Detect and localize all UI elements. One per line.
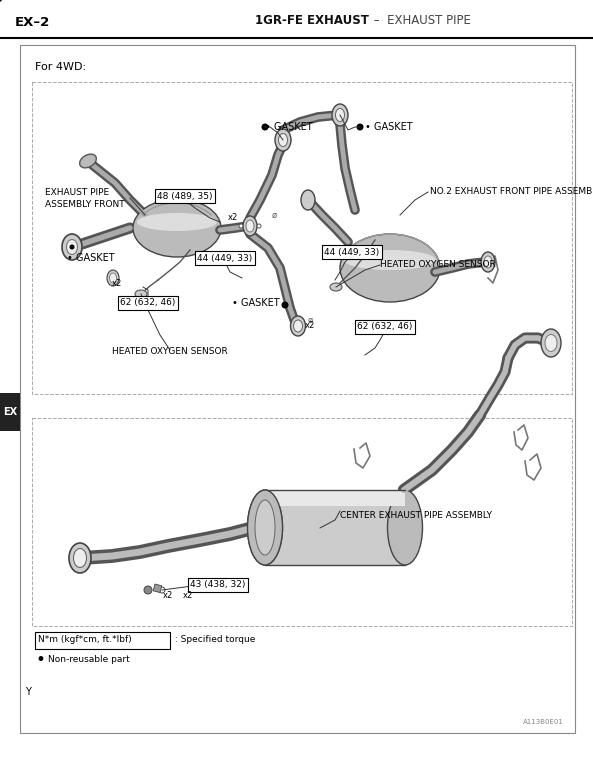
Ellipse shape xyxy=(294,320,302,332)
Text: x2: x2 xyxy=(163,591,173,600)
Ellipse shape xyxy=(330,283,342,291)
Ellipse shape xyxy=(74,548,87,568)
Ellipse shape xyxy=(66,239,78,255)
Ellipse shape xyxy=(69,543,91,573)
Text: x2: x2 xyxy=(305,321,315,330)
Bar xyxy=(0,393,20,431)
Ellipse shape xyxy=(262,123,269,130)
Ellipse shape xyxy=(275,129,291,151)
Text: NO.2 EXHAUST FRONT PIPE ASSEMBLY: NO.2 EXHAUST FRONT PIPE ASSEMBLY xyxy=(430,187,593,196)
Ellipse shape xyxy=(62,234,82,260)
Bar xyxy=(153,584,162,593)
Bar xyxy=(32,82,572,394)
Ellipse shape xyxy=(279,133,288,146)
Text: 62 (632, 46): 62 (632, 46) xyxy=(120,298,176,308)
Ellipse shape xyxy=(239,224,243,228)
Bar xyxy=(20,45,575,733)
Ellipse shape xyxy=(159,587,165,593)
Text: • GASKET: • GASKET xyxy=(232,298,280,308)
Ellipse shape xyxy=(545,334,557,351)
Text: For 4WD:: For 4WD: xyxy=(35,62,86,72)
Text: Y: Y xyxy=(25,687,31,697)
Ellipse shape xyxy=(484,256,492,268)
Text: x2: x2 xyxy=(228,213,238,222)
Ellipse shape xyxy=(356,123,364,130)
Text: A113B0E01: A113B0E01 xyxy=(523,719,564,725)
Text: HEATED OXYGEN SENSOR: HEATED OXYGEN SENSOR xyxy=(380,260,496,269)
Text: –  EXHAUST PIPE: – EXHAUST PIPE xyxy=(370,15,471,28)
Ellipse shape xyxy=(79,154,96,168)
Text: : Specified torque: : Specified torque xyxy=(172,636,256,644)
Text: Non-reusable part: Non-reusable part xyxy=(48,656,130,664)
Text: EX: EX xyxy=(3,407,17,417)
Text: 48 (489, 35): 48 (489, 35) xyxy=(157,192,213,200)
Text: 43 (438, 32): 43 (438, 32) xyxy=(190,581,246,590)
Text: • GASKET: • GASKET xyxy=(365,122,413,132)
Bar xyxy=(265,490,405,506)
Text: EX–2: EX–2 xyxy=(15,15,50,28)
Bar xyxy=(265,490,405,565)
Text: EXHAUST PIPE
ASSEMBLY FRONT: EXHAUST PIPE ASSEMBLY FRONT xyxy=(45,188,125,209)
Ellipse shape xyxy=(135,290,147,298)
Text: HEATED OXYGEN SENSOR: HEATED OXYGEN SENSOR xyxy=(112,347,228,356)
Text: ø: ø xyxy=(308,315,313,324)
Text: 44 (449, 33): 44 (449, 33) xyxy=(197,254,253,262)
Text: N*m (kgf*cm, ft.*lbf): N*m (kgf*cm, ft.*lbf) xyxy=(38,636,132,644)
Text: 1GR-FE EXHAUST: 1GR-FE EXHAUST xyxy=(255,15,369,28)
Ellipse shape xyxy=(257,224,261,228)
Text: 44 (449, 33): 44 (449, 33) xyxy=(324,248,380,256)
Ellipse shape xyxy=(247,490,282,565)
Ellipse shape xyxy=(481,252,495,272)
Ellipse shape xyxy=(291,316,305,336)
Text: CENTER EXHAUST PIPE ASSEMBLY: CENTER EXHAUST PIPE ASSEMBLY xyxy=(340,511,492,520)
Ellipse shape xyxy=(247,490,282,565)
Ellipse shape xyxy=(110,273,116,283)
Ellipse shape xyxy=(282,301,289,308)
Ellipse shape xyxy=(387,490,422,565)
Text: 62 (632, 46): 62 (632, 46) xyxy=(358,322,413,331)
Ellipse shape xyxy=(133,199,221,257)
Text: •: • xyxy=(35,651,45,669)
Text: ø: ø xyxy=(272,210,277,219)
Bar xyxy=(32,418,572,626)
Text: • GASKET: • GASKET xyxy=(67,253,114,263)
Ellipse shape xyxy=(246,220,254,232)
Ellipse shape xyxy=(340,234,440,302)
Text: x2: x2 xyxy=(112,278,122,288)
Ellipse shape xyxy=(344,250,436,270)
Text: • GASKET: • GASKET xyxy=(265,122,313,132)
Ellipse shape xyxy=(243,216,257,236)
Ellipse shape xyxy=(107,270,119,286)
Ellipse shape xyxy=(541,329,561,357)
Ellipse shape xyxy=(144,586,152,594)
Text: x2: x2 xyxy=(183,591,193,600)
Ellipse shape xyxy=(301,190,315,210)
Ellipse shape xyxy=(137,213,217,231)
Ellipse shape xyxy=(69,245,75,249)
Ellipse shape xyxy=(336,108,345,121)
Ellipse shape xyxy=(255,500,275,555)
Ellipse shape xyxy=(332,104,348,126)
Bar xyxy=(35,632,170,649)
